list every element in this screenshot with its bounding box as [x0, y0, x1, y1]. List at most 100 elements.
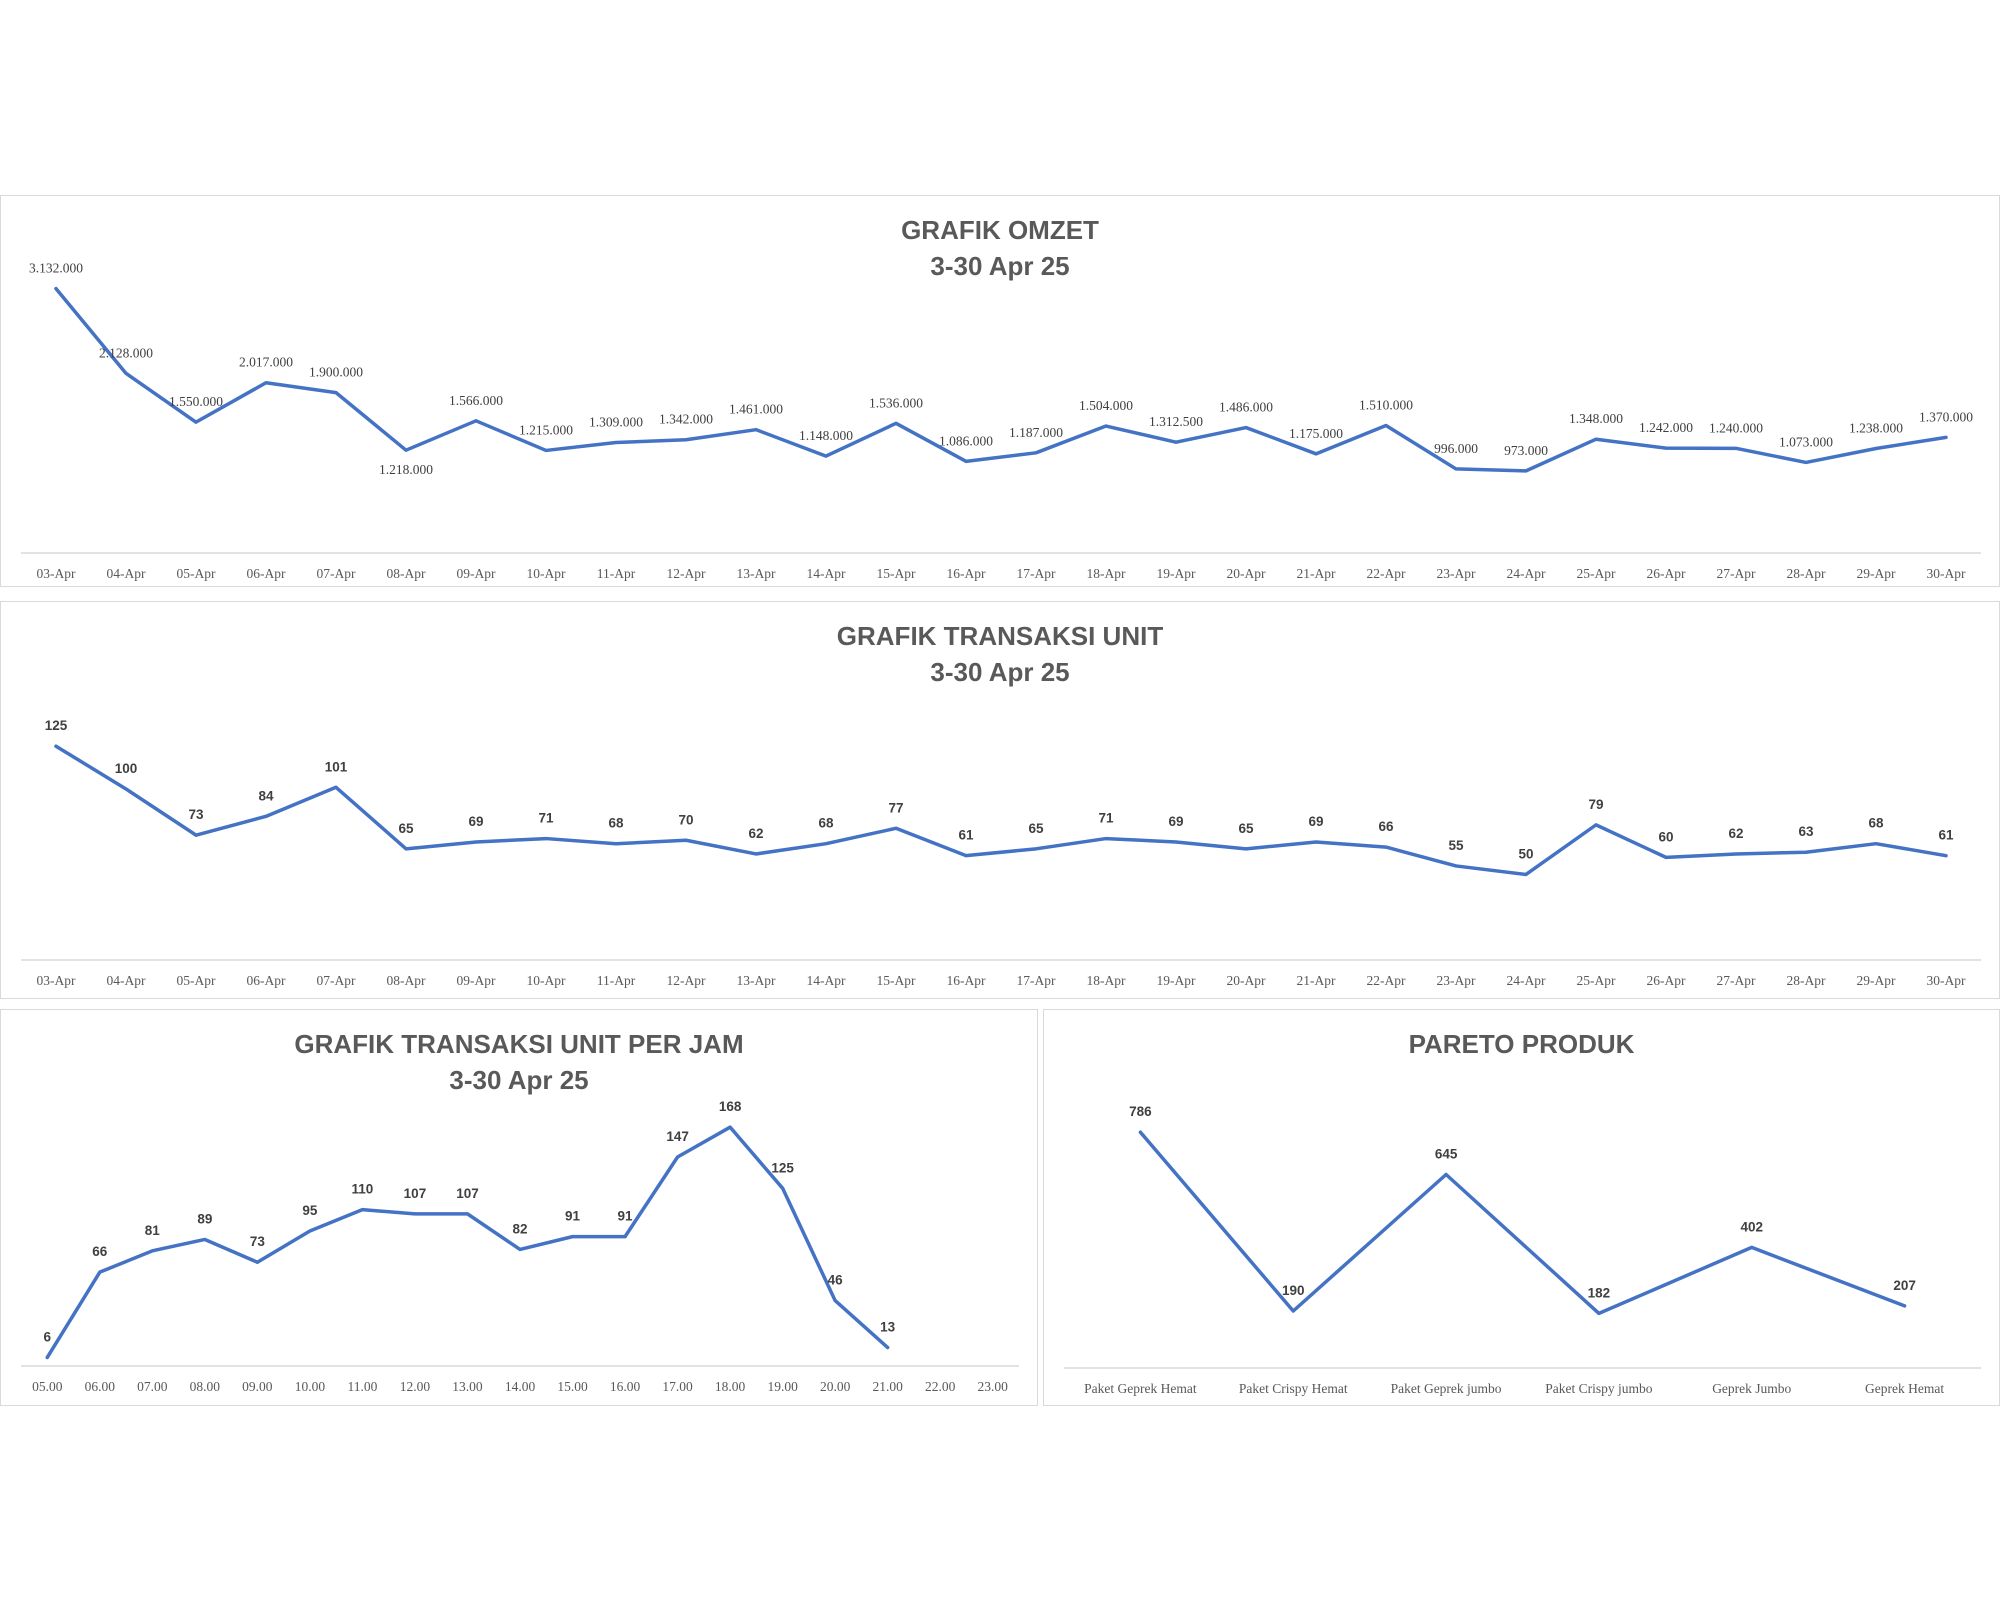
data-point [124, 371, 128, 375]
x-tick-label: 10-Apr [527, 566, 566, 581]
data-label: 61 [958, 828, 974, 843]
data-point [754, 428, 758, 432]
data-label: 66 [92, 1244, 108, 1259]
x-tick-label: 17.00 [662, 1379, 693, 1394]
data-point [465, 1212, 469, 1216]
data-point [676, 1155, 680, 1159]
data-label: 71 [1098, 811, 1114, 826]
data-point [1944, 854, 1948, 858]
x-tick-label: 25-Apr [1577, 973, 1616, 988]
data-label: 73 [250, 1234, 266, 1249]
x-tick-label: 06.00 [85, 1379, 116, 1394]
x-tick-label: Geprek Hemat [1865, 1381, 1944, 1396]
data-label: 107 [456, 1186, 479, 1201]
data-point [824, 842, 828, 846]
x-tick-label: 10-Apr [527, 973, 566, 988]
transaksi-unit-subtitle: 3-30 Apr 25 [930, 657, 1070, 687]
x-tick-label: 10.00 [295, 1379, 326, 1394]
x-tick-label: 21-Apr [1297, 973, 1336, 988]
data-label: 1.086.000 [939, 433, 993, 448]
data-point [544, 837, 548, 841]
data-point [474, 419, 478, 423]
data-point [754, 852, 758, 856]
x-tick-label: 16.00 [610, 1379, 641, 1394]
data-point [404, 448, 408, 452]
data-label: 107 [404, 1186, 427, 1201]
data-label: 101 [325, 759, 348, 774]
data-point [150, 1249, 154, 1253]
x-tick-label: 29-Apr [1857, 973, 1896, 988]
x-tick-label: 09.00 [242, 1379, 273, 1394]
x-tick-label: 05-Apr [177, 973, 216, 988]
data-point [1874, 842, 1878, 846]
data-label: 1.370.000 [1919, 409, 1973, 424]
transaksi-per-jam-subtitle: 3-30 Apr 25 [449, 1065, 589, 1095]
data-label: 125 [45, 718, 68, 733]
data-label: 6 [44, 1329, 52, 1344]
x-tick-label: Geprek Jumbo [1712, 1381, 1791, 1396]
x-tick-label: 22-Apr [1367, 566, 1406, 581]
data-label: 60 [1658, 829, 1673, 844]
x-tick-label: 18-Apr [1087, 566, 1126, 581]
data-point [623, 1235, 627, 1239]
data-point [1664, 855, 1668, 859]
data-point [1384, 424, 1388, 428]
data-point [1903, 1304, 1907, 1308]
data-point [1524, 872, 1528, 876]
data-point [1444, 1173, 1448, 1176]
pareto-produk-plot: Paket Geprek Hemat Paket Crispy Hemat Pake… [1064, 1104, 1981, 1396]
data-point [1594, 437, 1598, 441]
x-tick-label: 15.00 [557, 1379, 588, 1394]
data-label: 65 [398, 821, 414, 836]
x-tick-label: 13-Apr [737, 973, 776, 988]
data-point [1734, 852, 1738, 856]
data-label: 1.240.000 [1709, 420, 1763, 435]
transaksi-per-jam-plot: 05.00 06.00 07.00 08.00 09.00 10.00 11.00 12.00… [21, 1099, 1019, 1394]
x-tick-label: 21.00 [872, 1379, 903, 1394]
data-label: 1.312.500 [1149, 414, 1203, 429]
data-point [264, 814, 268, 818]
x-tick-label: 08.00 [190, 1379, 221, 1394]
x-tick-label: 23.00 [978, 1379, 1009, 1394]
data-label: 1.566.000 [449, 393, 503, 408]
x-tick-label: 22-Apr [1367, 973, 1406, 988]
x-tick-label: 24-Apr [1507, 566, 1546, 581]
data-point [54, 287, 58, 291]
x-tick-label: 27-Apr [1717, 566, 1756, 581]
x-tick-label: 14-Apr [807, 566, 846, 581]
data-label: 69 [468, 814, 483, 829]
x-tick-label: 06-Apr [247, 973, 286, 988]
pareto-produk-chart-title: PARETO PRODUK [1044, 1026, 1999, 1062]
omzet-chart-panel: GRAFIK OMZET 3-30 Apr 25 03-Apr 04-Apr 05-… [0, 195, 2000, 587]
data-point [614, 842, 618, 846]
pareto-produk-title: PARETO PRODUK [1408, 1029, 1635, 1059]
data-label: 1.342.000 [659, 412, 713, 427]
data-point [124, 787, 128, 791]
data-label: 182 [1588, 1285, 1611, 1300]
data-label: 62 [1728, 826, 1743, 841]
x-tick-label: 20-Apr [1227, 566, 1266, 581]
transaksi-unit-chart-panel: GRAFIK TRANSAKSI UNIT 3-30 Apr 25 03-Apr… [0, 601, 2000, 999]
omzet-chart-title: GRAFIK OMZET 3-30 Apr 25 [1, 212, 1999, 284]
x-tick-label: 09-Apr [457, 566, 496, 581]
data-label: 46 [828, 1273, 844, 1288]
x-tick-label: 17-Apr [1017, 566, 1056, 581]
data-label: 84 [258, 788, 274, 803]
data-point [474, 840, 478, 844]
data-label: 1.187.000 [1009, 425, 1063, 440]
data-label: 68 [1868, 816, 1884, 831]
data-point [1804, 460, 1808, 464]
series-line [54, 286, 1948, 473]
data-point [1104, 837, 1108, 841]
data-point [1524, 469, 1528, 473]
x-tick-label: Paket Geprek Hemat [1084, 1381, 1197, 1396]
data-point [1104, 424, 1108, 428]
data-label: 1.510.000 [1359, 398, 1413, 413]
data-point [360, 1208, 364, 1212]
x-tick-label: 04-Apr [107, 973, 146, 988]
data-label: 168 [719, 1099, 742, 1114]
data-label: 63 [1798, 824, 1814, 839]
data-label: 79 [1588, 797, 1603, 812]
data-label: 65 [1028, 821, 1044, 836]
x-tick-label: Paket Geprek jumbo [1391, 1381, 1502, 1396]
